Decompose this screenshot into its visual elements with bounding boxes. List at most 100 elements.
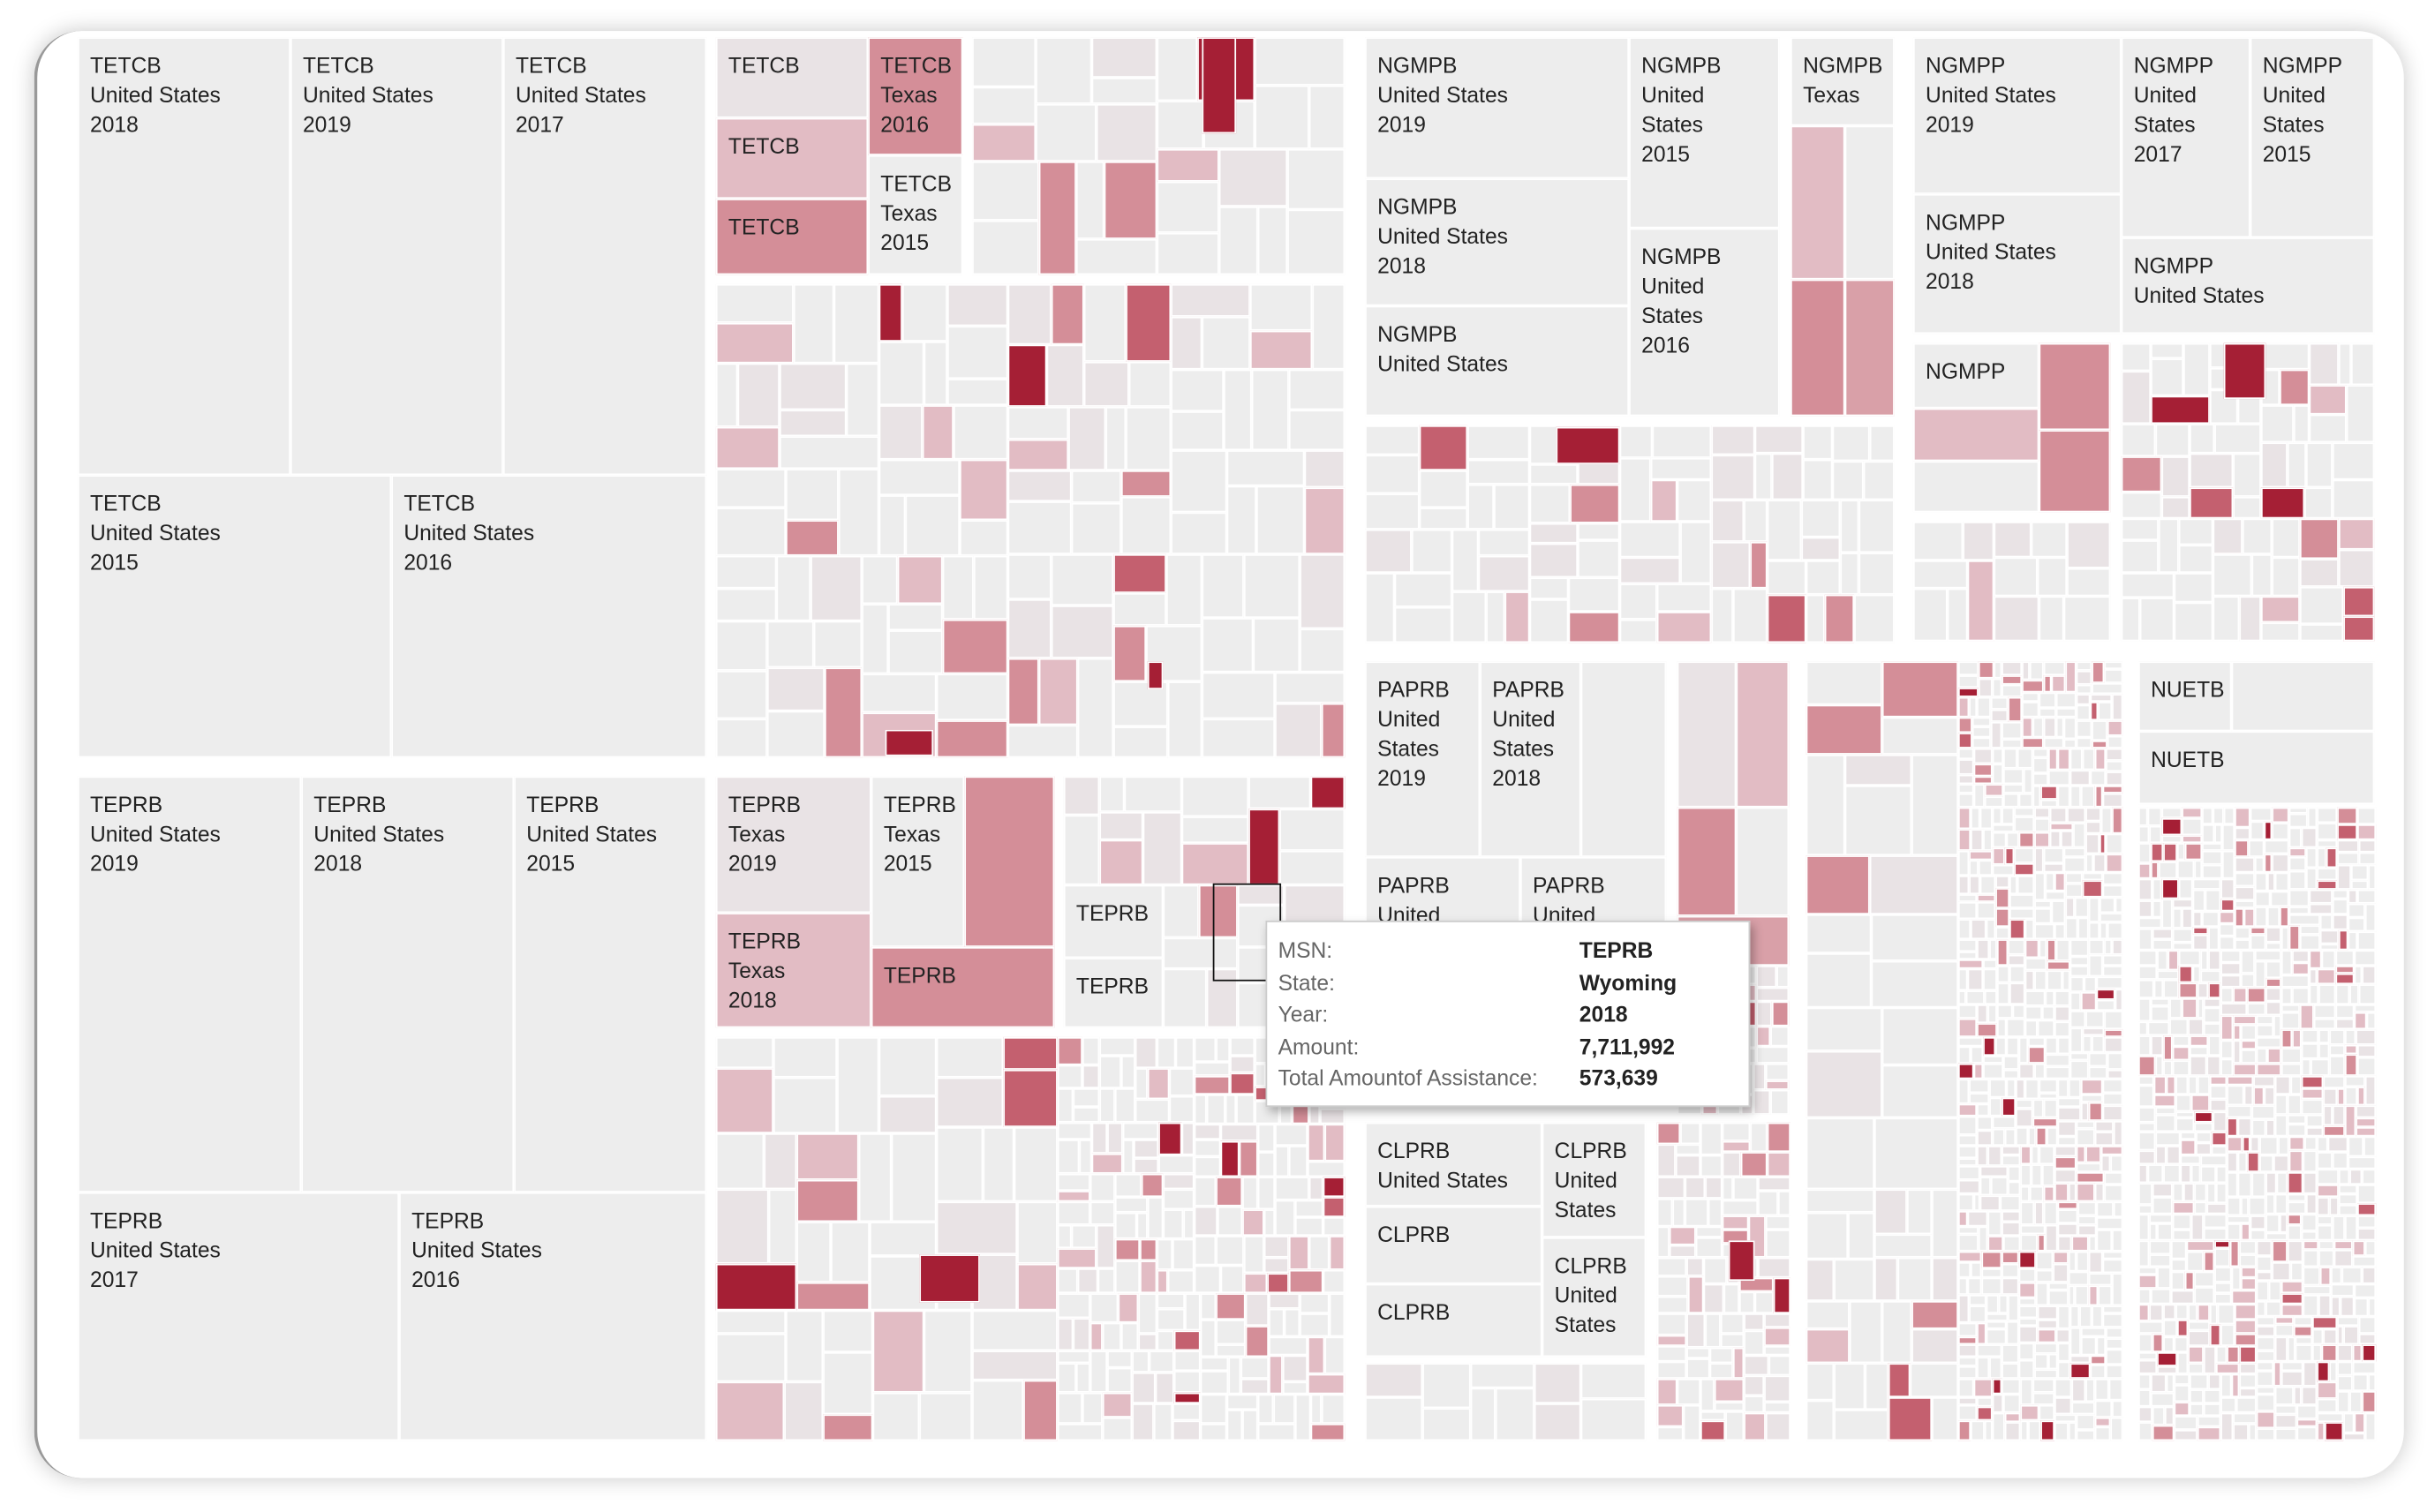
treemap-tile[interactable]	[2239, 1240, 2257, 1255]
treemap-tile[interactable]	[2106, 1338, 2123, 1350]
treemap-tile[interactable]	[2352, 1373, 2369, 1391]
treemap-tile[interactable]: TETCB United States 2018	[77, 37, 290, 476]
treemap-tile[interactable]	[810, 555, 863, 621]
treemap-tile[interactable]	[2227, 1345, 2240, 1364]
treemap-tile[interactable]	[2317, 1422, 2326, 1441]
treemap-tile[interactable]	[1157, 1238, 1172, 1270]
treemap-tile[interactable]	[2032, 1378, 2055, 1393]
treemap-tile[interactable]	[2149, 1254, 2171, 1268]
treemap-tile[interactable]	[1957, 1036, 1984, 1047]
treemap-tile[interactable]	[1992, 748, 2003, 764]
treemap-tile[interactable]	[1171, 512, 1227, 554]
treemap-tile[interactable]	[2329, 1361, 2338, 1382]
treemap-tile[interactable]	[2112, 939, 2123, 955]
treemap-tile[interactable]	[1079, 1140, 1092, 1174]
treemap-tile[interactable]	[1023, 1380, 1058, 1441]
treemap-tile[interactable]	[2280, 950, 2293, 975]
treemap-tile[interactable]	[2235, 1320, 2257, 1334]
treemap-tile[interactable]	[1194, 1265, 1221, 1294]
treemap-tile[interactable]	[1767, 560, 1806, 595]
treemap-tile[interactable]	[1722, 1140, 1751, 1153]
treemap-tile[interactable]	[2031, 521, 2068, 558]
treemap-tile[interactable]	[946, 326, 1008, 380]
treemap-tile[interactable]	[2069, 1027, 2083, 1053]
treemap-tile[interactable]	[2239, 1373, 2257, 1388]
treemap-tile[interactable]	[2214, 424, 2261, 454]
treemap-tile[interactable]	[1767, 594, 1806, 643]
treemap-tile[interactable]	[2256, 1428, 2275, 1441]
treemap-tile[interactable]	[2174, 1416, 2198, 1430]
treemap-tile[interactable]	[2004, 1422, 2021, 1441]
treemap-tile[interactable]	[2265, 1193, 2275, 1215]
treemap-tile[interactable]	[1973, 748, 1993, 764]
treemap-tile[interactable]	[2088, 1236, 2097, 1252]
treemap-tile[interactable]	[2172, 1060, 2190, 1076]
treemap-tile[interactable]	[2243, 907, 2255, 928]
treemap-tile[interactable]	[1157, 1330, 1174, 1351]
treemap-tile[interactable]	[2337, 1375, 2353, 1391]
treemap-tile[interactable]	[1494, 484, 1530, 530]
treemap-tile[interactable]	[2009, 907, 2035, 920]
treemap-tile[interactable]	[888, 604, 943, 631]
treemap-tile[interactable]	[2288, 870, 2306, 890]
treemap-tile[interactable]	[2203, 1007, 2221, 1024]
treemap-tile[interactable]	[2167, 950, 2179, 971]
treemap-tile[interactable]	[2197, 1416, 2221, 1427]
treemap-tile[interactable]	[1619, 425, 1653, 458]
treemap-tile[interactable]	[2176, 843, 2185, 861]
treemap-tile[interactable]	[1138, 1293, 1157, 1334]
treemap-tile[interactable]	[1275, 1124, 1308, 1147]
treemap-tile[interactable]	[2194, 1271, 2215, 1288]
treemap-tile[interactable]	[1840, 500, 1859, 553]
treemap-tile[interactable]	[2200, 950, 2209, 971]
treemap-tile[interactable]	[1288, 369, 1346, 410]
treemap-tile[interactable]	[2309, 950, 2322, 969]
treemap-tile[interactable]	[1983, 1036, 1996, 1057]
treemap-tile[interactable]	[2045, 1054, 2070, 1067]
treemap-tile[interactable]	[2354, 966, 2363, 985]
treemap-tile[interactable]	[972, 87, 1037, 124]
treemap-tile[interactable]	[1323, 1216, 1346, 1237]
treemap-tile[interactable]	[2047, 1126, 2058, 1147]
treemap-tile[interactable]	[2092, 661, 2105, 683]
treemap-tile[interactable]	[1865, 1363, 1888, 1410]
treemap-tile[interactable]	[1834, 1259, 1874, 1301]
treemap-tile[interactable]	[2100, 921, 2107, 940]
treemap-tile[interactable]	[1114, 1212, 1137, 1239]
treemap-tile[interactable]	[1983, 968, 1997, 991]
treemap-tile[interactable]	[1912, 560, 1968, 589]
treemap-tile[interactable]	[1173, 1392, 1201, 1404]
treemap-tile[interactable]	[1495, 1388, 1534, 1441]
treemap-tile[interactable]	[1300, 1313, 1330, 1337]
treemap-tile[interactable]	[2106, 771, 2123, 786]
treemap-tile[interactable]	[2235, 856, 2255, 873]
treemap-tile[interactable]	[2250, 821, 2265, 840]
treemap-tile[interactable]	[1981, 1251, 2002, 1269]
treemap-tile[interactable]	[1071, 1224, 1097, 1249]
treemap-tile[interactable]	[2321, 950, 2336, 969]
treemap-tile[interactable]	[2138, 1389, 2152, 1407]
treemap-tile[interactable]	[2182, 807, 2203, 818]
treemap-tile[interactable]	[2054, 1183, 2069, 1202]
treemap-tile[interactable]	[1082, 1064, 1100, 1088]
treemap-tile[interactable]	[2121, 342, 2152, 372]
treemap-tile[interactable]	[2182, 817, 2203, 836]
treemap-tile[interactable]	[1288, 1146, 1308, 1177]
treemap-tile[interactable]	[1971, 717, 1991, 727]
treemap-tile[interactable]	[1568, 577, 1620, 613]
treemap-tile[interactable]	[2304, 487, 2333, 519]
treemap-tile[interactable]	[1714, 1402, 1745, 1411]
treemap-tile[interactable]	[1834, 1410, 1888, 1441]
treemap-tile[interactable]	[1173, 1371, 1201, 1393]
treemap-tile[interactable]	[1529, 598, 1569, 643]
treemap-tile[interactable]	[1992, 1378, 2002, 1395]
treemap-tile[interactable]	[2274, 1404, 2297, 1415]
treemap-tile[interactable]	[2102, 1259, 2123, 1274]
treemap-tile[interactable]: TETCB	[715, 37, 869, 118]
treemap-tile[interactable]	[2152, 1183, 2173, 1198]
treemap-tile[interactable]	[1057, 1224, 1072, 1249]
treemap-tile[interactable]	[2214, 1267, 2232, 1283]
treemap-tile[interactable]	[2092, 1305, 2103, 1328]
treemap-tile[interactable]	[2288, 914, 2320, 926]
treemap-tile[interactable]	[1992, 807, 2002, 824]
